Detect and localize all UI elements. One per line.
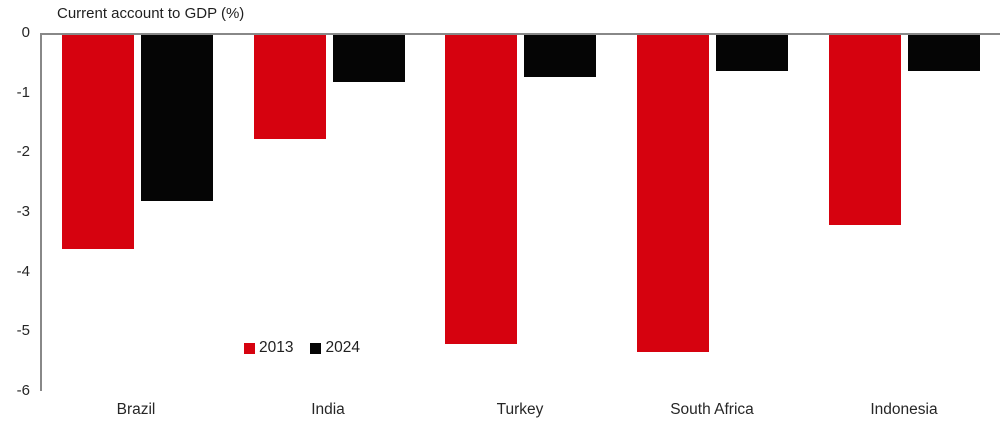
legend-swatch-2013 <box>244 342 255 354</box>
x-axis-labels: Brazil India Turkey South Africa Indonesia <box>40 401 1000 419</box>
x-tick-label-turkey: Turkey <box>496 401 544 418</box>
legend-item-2024: 2024 <box>310 339 360 357</box>
y-tick-label: -2 <box>16 143 30 161</box>
x-tick-label-indonesia: Indonesia <box>870 401 938 418</box>
x-tick-label-brazil: Brazil <box>116 401 156 418</box>
y-tick-label: -6 <box>16 382 30 399</box>
legend-label-2024: 2024 <box>325 339 360 356</box>
bar-2013-brazil <box>62 35 135 249</box>
y-tick-label: -1 <box>16 83 30 101</box>
y-tick-label: -4 <box>16 262 30 280</box>
y-tick-label: 0 <box>21 24 30 41</box>
chart-title: Current account to GDP (%) <box>57 5 245 22</box>
bar-2024-india <box>332 35 405 83</box>
y-tick-label: -5 <box>16 322 30 340</box>
bar-2024-indonesia <box>907 35 980 71</box>
bar-2024-brazil <box>141 35 214 202</box>
bar-2024-turkey <box>524 35 597 77</box>
bar-group-south-africa <box>617 35 809 391</box>
bar-2013-turkey <box>445 35 518 344</box>
bar-2013-indonesia <box>828 35 901 225</box>
legend-label-2013: 2013 <box>259 339 294 356</box>
y-axis: 0 -1 -2 -3 -4 -5 -6 <box>0 0 30 436</box>
legend-swatch-2024 <box>310 342 322 354</box>
bar-2024-south-africa <box>716 35 789 71</box>
bar-group-brazil <box>42 35 234 391</box>
x-tick-label-south-africa: South Africa <box>670 401 754 418</box>
y-tick-label: -3 <box>16 203 30 220</box>
bar-2013-south-africa <box>637 35 710 353</box>
bar-2013-india <box>253 35 326 139</box>
legend: 2013 2024 <box>244 339 360 357</box>
legend-item-2013: 2013 <box>244 339 293 357</box>
plot-area <box>40 33 1000 391</box>
x-tick-label-india: India <box>311 401 345 418</box>
bar-group-indonesia <box>808 35 1000 391</box>
bar-group-turkey <box>425 35 617 391</box>
bar-group-india <box>234 35 426 391</box>
